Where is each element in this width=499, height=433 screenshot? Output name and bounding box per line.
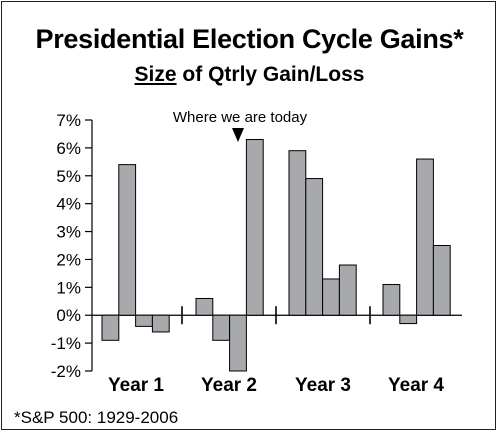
subtitle-underlined: Size <box>134 63 177 86</box>
bar <box>101 314 120 341</box>
bar <box>305 178 324 316</box>
bar <box>229 314 247 372</box>
y-tick-label: 3% <box>56 223 81 242</box>
x-category-label: Year 3 <box>295 375 351 396</box>
y-tick-label: 2% <box>56 250 81 269</box>
x-category-label: Year 2 <box>201 375 257 396</box>
y-tick-label: 6% <box>56 139 81 158</box>
bar <box>212 314 231 341</box>
y-tick-label: 1% <box>56 278 81 297</box>
bar <box>338 264 357 316</box>
bar <box>118 164 137 316</box>
x-category-label: Year 4 <box>388 375 444 396</box>
bar <box>382 284 401 316</box>
bar <box>195 297 214 316</box>
footnote: *S&P 500: 1929-2006 <box>14 408 179 427</box>
bar <box>135 314 153 327</box>
x-category-label: Year 1 <box>108 375 164 396</box>
annotation-arrow <box>232 128 244 142</box>
bar <box>399 314 418 325</box>
chart-subtitle: Size of Qtrly Gain/Loss <box>0 63 499 87</box>
bar <box>416 158 434 316</box>
bar <box>432 245 451 316</box>
y-tick-label: -2% <box>51 362 81 381</box>
y-tick-label: -1% <box>51 334 81 353</box>
y-tick-label: 4% <box>56 195 81 214</box>
subtitle-rest: of Qtrly Gain/Loss <box>176 63 365 86</box>
y-tick-label: 0% <box>56 306 81 325</box>
bar <box>245 139 264 316</box>
bar <box>322 278 340 316</box>
y-tick-label: 7% <box>56 111 81 130</box>
bar <box>288 150 307 316</box>
y-tick-label: 5% <box>56 167 81 186</box>
annotation-label: Where we are today <box>173 109 308 126</box>
chart-title: Presidential Election Cycle Gains* <box>35 24 464 54</box>
bar <box>151 314 170 333</box>
